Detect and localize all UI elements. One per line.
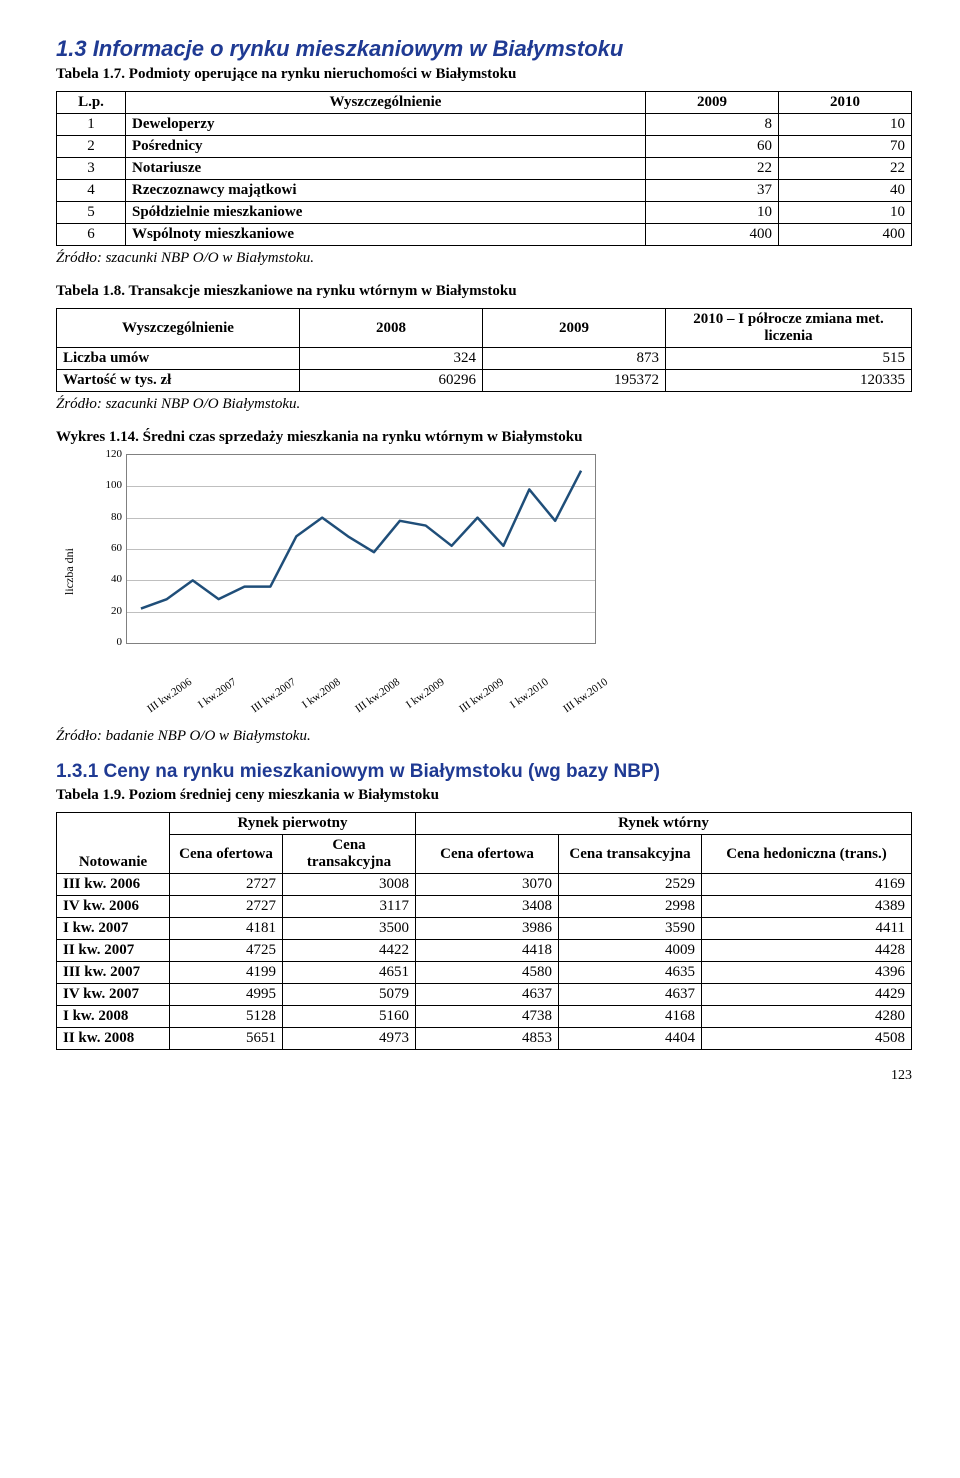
chart-x-tick: III kw.2008 [353, 676, 402, 715]
table-row: II kw. 200747254422441840094428 [57, 940, 912, 962]
chart-x-tick: I kw.2009 [404, 676, 447, 711]
table-row: III kw. 200741994651458046354396 [57, 962, 912, 984]
t18-source: Źródło: szacunki NBP O/O Białymstoku. [56, 396, 912, 413]
chart-y-axis-title: liczba dni [62, 548, 77, 595]
t19-head-notowanie: Notowanie [57, 813, 170, 874]
table-1-9: Notowanie Rynek pierwotny Rynek wtórny C… [56, 812, 912, 1050]
chart-1-14: liczba dni 020406080100120 III kw.2006I … [56, 454, 912, 724]
t17-source: Źródło: szacunki NBP O/O w Białymstoku. [56, 250, 912, 267]
section-heading: 1.3 Informacje o rynku mieszkaniowym w B… [56, 36, 912, 62]
chart-x-tick: I kw.2007 [196, 676, 239, 711]
chart-x-tick: III kw.2010 [561, 676, 610, 715]
table-row: 3 Notariusze 22 22 [57, 158, 912, 180]
t19-head-rw: Rynek wtórny [416, 813, 912, 835]
table-row: 6 Wspólnoty mieszkaniowe 400 400 [57, 224, 912, 246]
subsection-heading: 1.3.1 Ceny na rynku mieszkaniowym w Biał… [56, 761, 912, 783]
chart-y-tick: 20 [96, 605, 122, 617]
t18-head-2008: 2008 [300, 309, 483, 348]
chart-y-tick: 60 [96, 542, 122, 554]
chart-y-tick: 80 [96, 511, 122, 523]
table-row: 1 Deweloperzy 8 10 [57, 114, 912, 136]
table-1-8: Wyszczególnienie 2008 2009 2010 – I półr… [56, 308, 912, 392]
t18-head-wysz: Wyszczególnienie [57, 309, 300, 348]
t17-head-2009: 2009 [646, 92, 779, 114]
t19-head-rw-ct: Cena transakcyjna [559, 835, 702, 874]
table-row: 2 Pośrednicy 60 70 [57, 136, 912, 158]
chart-y-tick: 100 [96, 479, 122, 491]
table-row: I kw. 200741813500398635904411 [57, 918, 912, 940]
table-row: II kw. 200856514973485344044508 [57, 1028, 912, 1050]
table-row: IV kw. 200627273117340829984389 [57, 896, 912, 918]
table-row: 5 Spółdzielnie mieszkaniowe 10 10 [57, 202, 912, 224]
table-1-9-caption: Tabela 1.9. Poziom średniej ceny mieszka… [56, 787, 912, 804]
table-1-7: L.p. Wyszczególnienie 2009 2010 1 Dewelo… [56, 91, 912, 246]
chart-x-tick: I kw.2010 [508, 676, 551, 711]
t17-head-lp: L.p. [57, 92, 126, 114]
chart-x-tick: III kw.2009 [457, 676, 506, 715]
table-row: Liczba umów 324 873 515 [57, 348, 912, 370]
t18-head-2010: 2010 – I półrocze zmiana met. liczenia [666, 309, 912, 348]
t19-head-rw-ch: Cena hedoniczna (trans.) [702, 835, 912, 874]
t19-head-rw-co: Cena ofertowa [416, 835, 559, 874]
table-row: III kw. 200627273008307025294169 [57, 874, 912, 896]
chart-y-tick: 120 [96, 448, 122, 460]
chart-source: Źródło: badanie NBP O/O w Białymstoku. [56, 728, 912, 745]
table-row: Wartość w tys. zł 60296 195372 120335 [57, 370, 912, 392]
chart-y-tick: 0 [96, 636, 122, 648]
t19-head-rp-co: Cena ofertowa [170, 835, 283, 874]
table-row: I kw. 200851285160473841684280 [57, 1006, 912, 1028]
t18-head-2009: 2009 [483, 309, 666, 348]
t17-head-2010: 2010 [779, 92, 912, 114]
table-1-8-caption: Tabela 1.8. Transakcje mieszkaniowe na r… [56, 283, 912, 300]
chart-x-tick: III kw.2006 [145, 676, 194, 715]
table-row: 4 Rzeczoznawcy majątkowi 37 40 [57, 180, 912, 202]
chart-x-tick: III kw.2007 [249, 676, 298, 715]
chart-caption: Wykres 1.14. Średni czas sprzedaży miesz… [56, 429, 912, 446]
t17-head-wysz: Wyszczególnienie [126, 92, 646, 114]
page-number: 123 [56, 1068, 912, 1084]
t19-head-rp: Rynek pierwotny [170, 813, 416, 835]
table-1-7-caption: Tabela 1.7. Podmioty operujące na rynku … [56, 66, 912, 83]
t19-head-rp-ct: Cena transakcyjna [283, 835, 416, 874]
chart-y-tick: 40 [96, 573, 122, 585]
table-row: IV kw. 200749955079463746374429 [57, 984, 912, 1006]
chart-x-tick: I kw.2008 [300, 676, 343, 711]
